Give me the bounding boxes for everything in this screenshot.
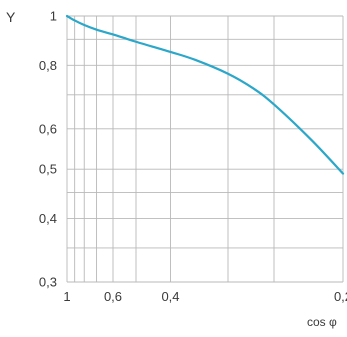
y-tick-label: 0,6 [39,121,57,136]
y-tick-label: 0,5 [39,162,57,177]
x-axis-label: cos φ [307,315,337,329]
tick-labels: 1 0,8 0,6 0,5 0,4 0,3 1 0,6 0,4 0,2 [39,9,347,305]
series-line [65,14,345,175]
x-tick-label: 0,6 [104,289,122,304]
series-layer [65,14,345,175]
y-axis-label: Y [6,9,16,25]
y-tick-label: 0,4 [39,211,57,226]
x-tick-label: 1 [63,289,70,304]
gridlines [66,15,344,283]
y-tick-label: 0,3 [39,275,57,290]
x-tick-label: 0,2 [334,289,347,304]
y-tick-label: 0,8 [39,58,57,73]
y-tick-label: 1 [50,9,57,24]
x-tick-label: 0,4 [161,289,179,304]
